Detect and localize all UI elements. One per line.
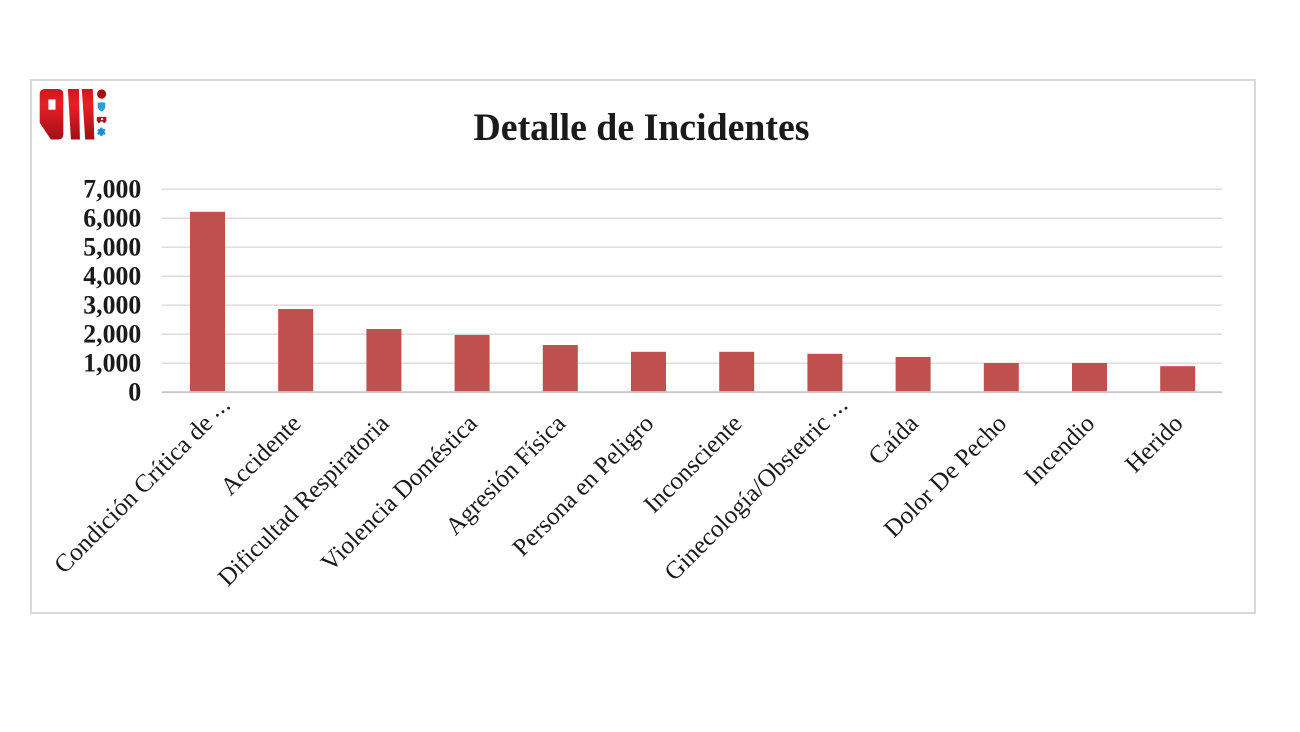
svg-text:Detalle de Incidentes: Detalle de Incidentes (474, 106, 810, 149)
svg-text:0: 0 (128, 378, 141, 407)
svg-text:4,000: 4,000 (83, 262, 141, 291)
svg-text:2,000: 2,000 (83, 320, 141, 349)
svg-text:3,000: 3,000 (83, 291, 141, 320)
svg-text:5,000: 5,000 (83, 233, 141, 262)
svg-text:1,000: 1,000 (83, 349, 141, 378)
svg-text:7,000: 7,000 (83, 175, 141, 204)
svg-text:6,000: 6,000 (83, 204, 141, 233)
